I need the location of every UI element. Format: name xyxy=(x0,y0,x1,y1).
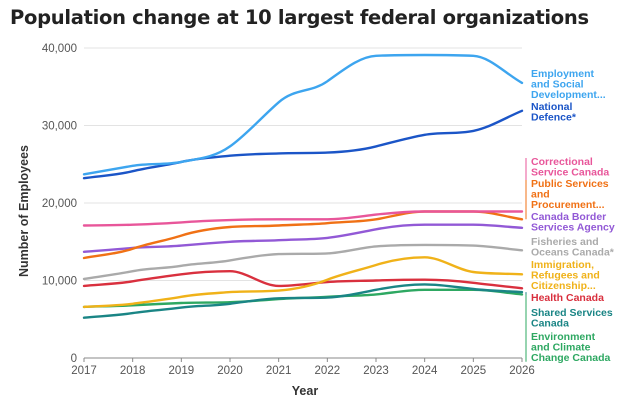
series-label-line: Procurement... xyxy=(531,199,605,211)
series-label-line: Development... xyxy=(531,89,606,101)
y-tick-label: 20,000 xyxy=(42,198,77,210)
x-tick-label: 2024 xyxy=(412,365,438,377)
chart-title: Population change at 10 largest federal … xyxy=(10,6,589,29)
series-label-correctional-service-canada: Correctional Service Canada xyxy=(531,156,609,179)
x-tick-label: 2019 xyxy=(169,365,195,377)
series-label-line: Defence* xyxy=(531,112,577,124)
x-tick-label: 2020 xyxy=(217,365,243,377)
series-label-line: Services Agency xyxy=(531,222,615,234)
series-line-employment-and-social-development xyxy=(82,53,524,176)
x-tick-label: 2022 xyxy=(315,365,341,377)
series-label-line: Public Services xyxy=(531,178,609,190)
series-lines xyxy=(82,53,524,319)
series-label-line: Immigration, xyxy=(531,259,594,271)
series-label-shared-services-canada: Shared Services Canada xyxy=(531,307,613,330)
series-label-line: Fisheries and xyxy=(531,236,599,248)
series-label-line: Shared Services xyxy=(531,307,613,319)
series-label-fisheries-and-oceans-canada: Fisheries and Oceans Canada* xyxy=(531,236,615,259)
series-labels: Employment and Social Development...Nation… xyxy=(531,68,615,364)
series-label-line: and xyxy=(531,189,550,201)
series-label-line: Service Canada xyxy=(531,167,609,179)
x-tick-label: 2025 xyxy=(461,365,487,377)
x-tick-label: 2021 xyxy=(266,365,292,377)
x-tick-label: 2017 xyxy=(71,365,97,377)
series-label-public-services-and-procurement: Public Services and Procurement... xyxy=(531,178,609,211)
series-label-line: National xyxy=(531,101,573,113)
series-label-line: Correctional xyxy=(531,156,593,168)
series-label-line: and Climate xyxy=(531,342,591,354)
series-label-line: Citizenship... xyxy=(531,280,596,292)
series-line-health-canada xyxy=(82,270,524,290)
series-label-line: Oceans Canada* xyxy=(531,247,615,259)
y-tick-label: 30,000 xyxy=(42,121,77,133)
x-axis-ticks: 2017 2018 2019 2020 2021 2022 2023 2024 2025 2026 xyxy=(71,358,535,377)
series-label-national-defence: National Defence* xyxy=(531,101,577,124)
y-tick-label: 0 xyxy=(71,353,77,365)
series-label-line: Employment xyxy=(531,68,595,80)
y-axis-ticks: 0 10,000 20,000 30,000 40,000 xyxy=(42,43,77,365)
y-axis-title: Number of Employees xyxy=(17,145,31,277)
series-label-line: Change Canada xyxy=(531,352,611,364)
series-label-environment-and-climate-change-canada: Environment and Climate Change Canada xyxy=(531,331,611,364)
series-label-line: and Social xyxy=(531,79,584,91)
y-tick-label: 10,000 xyxy=(42,276,77,288)
series-line-national-defence xyxy=(82,109,524,180)
series-label-line: Refugees and xyxy=(531,270,600,282)
series-line-shared-services-canada xyxy=(82,283,524,319)
series-label-employment-and-social-development: Employment and Social Development... xyxy=(531,68,606,101)
series-label-line: Canada xyxy=(531,318,569,330)
series-label-health-canada: Health Canada xyxy=(531,292,604,304)
series-label-immigration-refugees-and-citizenship: Immigration, Refugees and Citizenship... xyxy=(531,259,600,292)
x-tick-label: 2023 xyxy=(363,365,389,377)
series-line-correctional-service-canada xyxy=(82,210,524,227)
series-line-canada-border-services-agency xyxy=(82,223,524,253)
series-label-canada-border-services-agency: Canada Border Services Agency xyxy=(531,211,615,234)
y-tick-label: 40,000 xyxy=(42,43,77,55)
series-label-line: Health Canada xyxy=(531,292,604,304)
x-tick-label: 2026 xyxy=(509,365,535,377)
series-label-line: Environment xyxy=(531,331,596,343)
x-tick-label: 2018 xyxy=(120,365,146,377)
series-line-fisheries-and-oceans-canada xyxy=(82,243,524,281)
series-line-immigration-refugees-and-citizenship xyxy=(82,256,524,309)
series-label-line: Canada Border xyxy=(531,211,606,223)
gridlines xyxy=(84,47,522,359)
x-axis-title: Year xyxy=(292,384,319,398)
